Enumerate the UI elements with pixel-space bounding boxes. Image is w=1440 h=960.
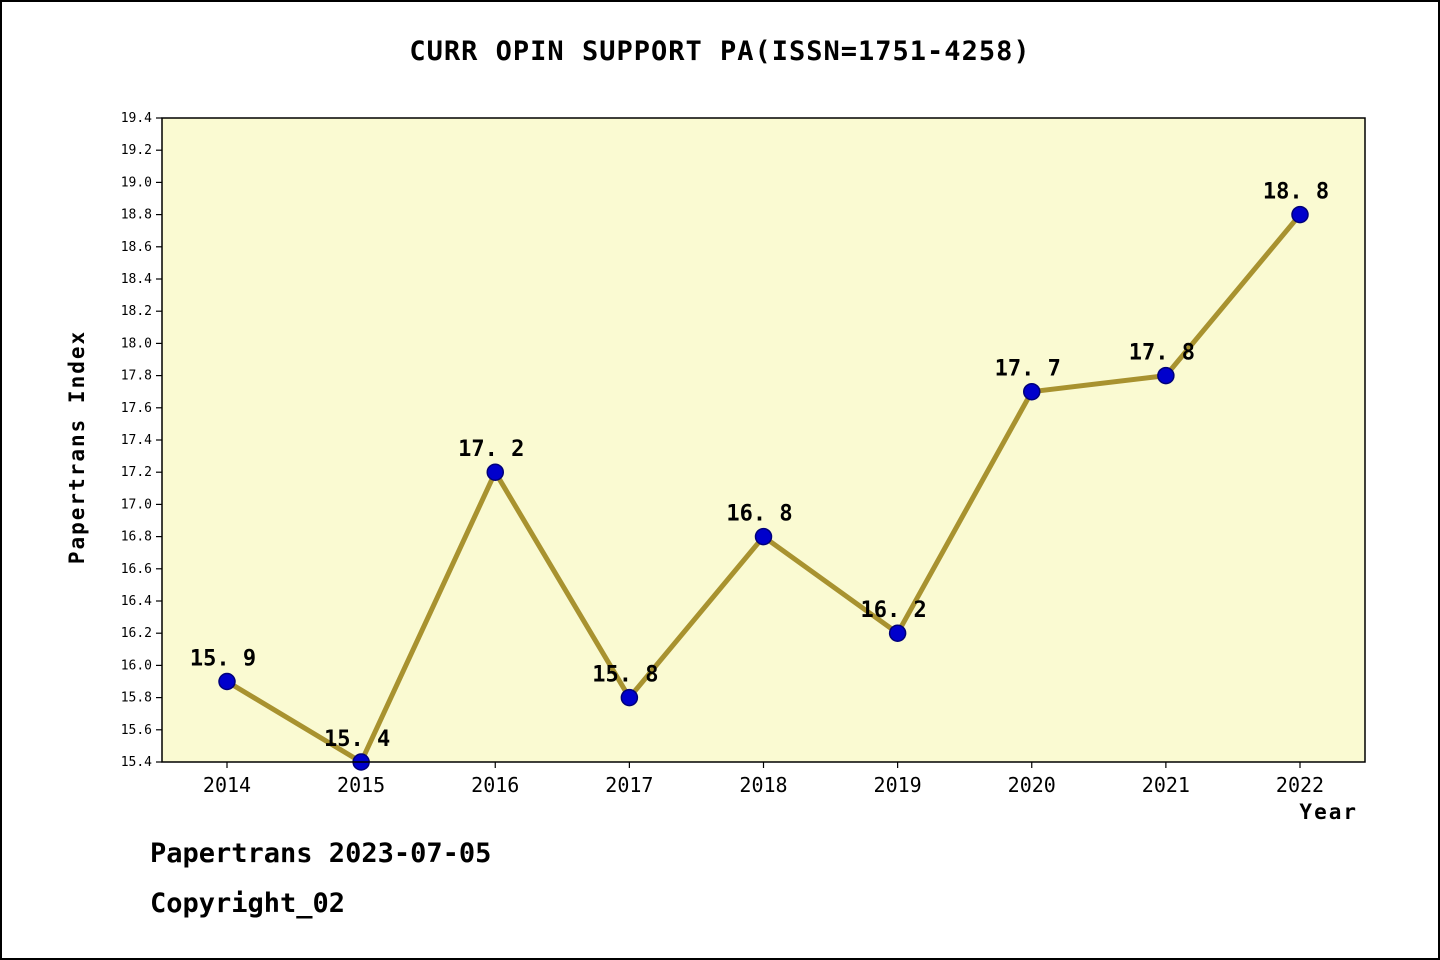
y-tick-label: 17.8 (121, 369, 152, 384)
y-tick-label: 17.0 (121, 497, 152, 512)
y-tick-label: 16.2 (121, 626, 152, 641)
data-point (1157, 366, 1175, 385)
data-point (888, 624, 907, 642)
y-tick-label: 16.4 (121, 594, 152, 609)
data-point (1291, 205, 1309, 224)
point-label: 17. 7 (995, 357, 1061, 382)
point-label: 16. 2 (861, 598, 927, 623)
x-tick-label: 2020 (1008, 773, 1056, 797)
point-label: 15. 8 (592, 663, 658, 688)
point-label: 18. 8 (1263, 180, 1329, 205)
y-tick-label: 17.2 (121, 465, 152, 480)
footer-date-text: Papertrans 2023-07-05 (150, 838, 492, 869)
y-tick-label: 15.6 (121, 723, 152, 738)
x-tick-label: 2022 (1276, 773, 1324, 797)
x-tick-label: 2021 (1142, 773, 1190, 797)
y-tick-label: 17.6 (121, 401, 152, 416)
y-tick-label: 15.8 (121, 691, 152, 706)
y-tick-label: 18.0 (121, 336, 152, 351)
y-tick-label: 19.4 (121, 111, 152, 126)
y-tick-label: 16.8 (121, 530, 152, 545)
point-label: 15. 9 (190, 647, 256, 672)
x-tick-label: 2015 (337, 773, 385, 797)
x-tick-label: 2014 (203, 773, 251, 797)
data-point (620, 688, 639, 707)
y-tick-label: 16.0 (121, 658, 152, 673)
point-label: 17. 2 (458, 437, 524, 462)
y-tick-label: 19.2 (121, 143, 152, 158)
plot-border (161, 117, 1366, 763)
y-tick-label: 18.4 (121, 272, 152, 287)
data-point (218, 672, 236, 691)
point-label: 17. 8 (1129, 341, 1195, 366)
x-tick-label: 2019 (874, 773, 922, 797)
y-tick-label: 18.2 (121, 304, 152, 319)
y-tick-label: 15.4 (121, 755, 152, 770)
y-tick-label: 19.0 (121, 175, 152, 190)
x-tick-label: 2018 (739, 773, 787, 797)
data-point (486, 463, 504, 481)
x-axis-label: Year (1299, 800, 1358, 824)
y-tick-label: 18.8 (121, 208, 152, 223)
x-tick-label: 2017 (605, 773, 653, 797)
data-point (1023, 382, 1041, 401)
y-tick-label: 17.4 (121, 433, 152, 448)
data-point (754, 527, 773, 546)
point-label: 16. 8 (726, 502, 792, 527)
y-tick-label: 18.6 (121, 240, 152, 255)
plot-area (162, 118, 1365, 762)
x-tick-label: 2016 (471, 773, 519, 797)
y-tick-label: 16.6 (121, 562, 152, 577)
point-label: 15. 4 (324, 727, 390, 752)
footer-copyright-text: Copyright_02 (150, 888, 346, 919)
chart-title: CURR OPIN SUPPORT PA(ISSN=1751-4258) (409, 36, 1031, 67)
